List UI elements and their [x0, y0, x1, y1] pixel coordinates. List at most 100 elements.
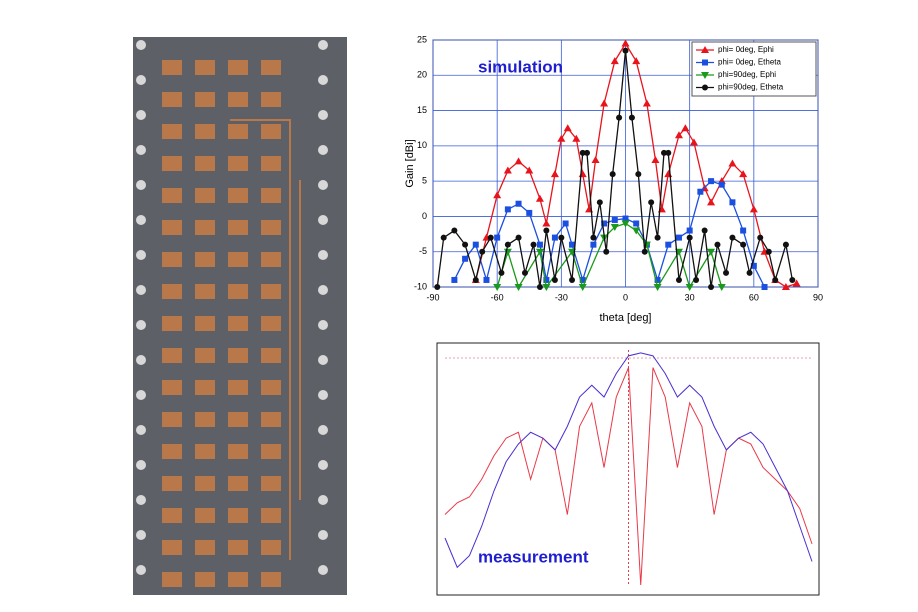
marker [622, 47, 629, 54]
marker [521, 269, 528, 276]
patch [195, 508, 215, 523]
marker [739, 170, 748, 178]
patch [195, 380, 215, 395]
patch [261, 188, 281, 203]
marker [665, 241, 672, 248]
patch [228, 60, 248, 75]
patch [261, 412, 281, 427]
marker [591, 155, 600, 163]
marker [479, 248, 486, 255]
screw [318, 40, 328, 50]
patch [261, 92, 281, 107]
patch [228, 188, 248, 203]
marker [642, 99, 651, 107]
screw [136, 75, 146, 85]
marker [757, 234, 764, 241]
screw [318, 495, 328, 505]
patch [228, 412, 248, 427]
marker [661, 149, 667, 156]
marker [651, 155, 660, 163]
x-tick-label: -30 [555, 292, 568, 302]
marker [781, 283, 790, 290]
patch [162, 572, 182, 587]
patch [195, 348, 215, 363]
x-tick-label: -90 [426, 292, 439, 302]
marker [628, 114, 635, 121]
screw [136, 145, 146, 155]
marker [472, 241, 479, 248]
patch [195, 252, 215, 267]
marker [697, 188, 704, 195]
marker [717, 284, 726, 291]
marker [494, 234, 501, 241]
patch [195, 284, 215, 299]
patch [228, 380, 248, 395]
screw [318, 355, 328, 365]
marker [728, 159, 737, 167]
marker [718, 181, 725, 188]
screw [318, 110, 328, 120]
x-tick-label: 90 [813, 292, 823, 302]
legend-marker [702, 59, 708, 66]
patch [162, 220, 182, 235]
patch [162, 476, 182, 491]
marker [451, 227, 458, 234]
marker [600, 99, 609, 107]
marker [542, 219, 551, 227]
marker [611, 216, 618, 223]
marker [526, 209, 533, 216]
y-tick-label: 5 [422, 176, 427, 186]
screw [136, 250, 146, 260]
marker [440, 234, 447, 241]
screw [318, 460, 328, 470]
x-tick-label: 0 [623, 292, 628, 302]
patch [261, 380, 281, 395]
marker [590, 234, 597, 241]
patch [195, 540, 215, 555]
patch [261, 124, 281, 139]
patch [195, 476, 215, 491]
legend-marker [701, 46, 709, 53]
patch [261, 572, 281, 587]
patch [195, 156, 215, 171]
patch [261, 540, 281, 555]
marker [648, 199, 655, 206]
marker [584, 149, 590, 156]
screw [136, 215, 146, 225]
marker [707, 248, 716, 256]
marker [579, 276, 586, 283]
screw [136, 320, 146, 330]
marker [708, 284, 715, 290]
marker [578, 284, 587, 291]
marker [664, 170, 673, 178]
patch [162, 124, 182, 139]
patch [162, 284, 182, 299]
marker [750, 262, 757, 269]
y-axis-label: Gain [dBi] [404, 139, 416, 187]
screw [318, 285, 328, 295]
x-tick-label: -60 [491, 292, 504, 302]
patch [228, 348, 248, 363]
marker [729, 234, 736, 241]
marker [515, 200, 522, 207]
patch [261, 508, 281, 523]
patch [162, 540, 182, 555]
series-line [444, 367, 813, 586]
patch [228, 92, 248, 107]
x-axis-label: theta [deg] [600, 312, 652, 324]
patch [195, 60, 215, 75]
marker [674, 131, 683, 139]
patch [228, 540, 248, 555]
marker [632, 57, 641, 65]
marker [632, 227, 641, 235]
marker [621, 39, 630, 47]
marker [641, 248, 648, 255]
screw [136, 285, 146, 295]
patch [228, 476, 248, 491]
marker [451, 276, 458, 283]
marker [472, 276, 479, 283]
screw [318, 425, 328, 435]
marker [563, 124, 572, 132]
patch [195, 444, 215, 459]
marker [685, 284, 694, 291]
